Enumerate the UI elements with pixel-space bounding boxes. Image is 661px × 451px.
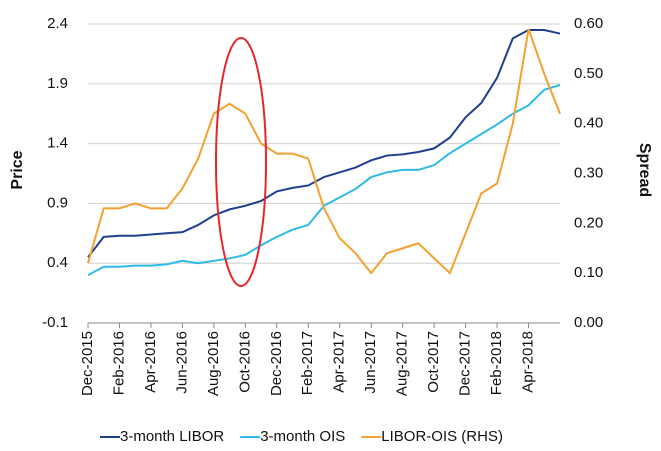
y2-tick-label: 0.20	[574, 214, 603, 231]
y-tick-label: 2.4	[47, 15, 68, 32]
y-tick-label: -0.1	[42, 314, 68, 331]
x-tick-label: Aug-2017	[394, 331, 411, 396]
x-tick-label: Feb-2016	[110, 331, 127, 395]
y-tick-label: 1.9	[47, 75, 68, 92]
legend-label: 3-month LIBOR	[120, 428, 224, 445]
x-tick-label: Jun-2017	[362, 331, 379, 394]
y2-axis-title: Spread	[636, 143, 653, 197]
y-tick-label: 0.9	[47, 194, 68, 211]
y2-tick-label: 0.60	[574, 15, 603, 32]
x-tick-label: Apr-2018	[520, 331, 537, 393]
y2-tick-label: 0.00	[574, 314, 603, 331]
y-tick-label: 0.4	[47, 254, 68, 271]
series-line	[87, 84, 561, 277]
x-tick-label: Dec-2015	[79, 331, 96, 396]
x-tick-label: Dec-2016	[268, 331, 285, 396]
y2-tick-label: 0.10	[574, 264, 603, 281]
plot: -0.1 0.4 0.9 1.4 1.9 2.4 0.00 0.10 0.20 0.30 0.40 0…	[42, 15, 603, 445]
highlight-ellipse	[215, 37, 267, 287]
y2-tick-label: 0.30	[574, 164, 603, 181]
legend-label: LIBOR-OIS (RHS)	[381, 428, 503, 445]
y2-tick-label: 0.40	[574, 115, 603, 132]
y2-tick-label: 0.50	[574, 65, 603, 82]
x-tick-label: Feb-2018	[488, 331, 505, 395]
y-tick-label: 1.4	[47, 135, 68, 152]
x-tick-label: Oct-2016	[236, 331, 253, 393]
x-tick-label: Oct-2017	[425, 331, 442, 393]
legend-label: 3-month OIS	[260, 428, 345, 445]
x-tick-label: Apr-2017	[331, 331, 348, 393]
x-tick-label: Dec-2017	[457, 331, 474, 396]
y-axis-title: Price	[9, 150, 26, 189]
series-line	[87, 28, 561, 258]
series-line	[87, 28, 561, 275]
x-tick-label: Apr-2016	[142, 331, 159, 393]
x-tick-label: Feb-2017	[299, 331, 316, 395]
x-tick-label: Aug-2016	[205, 331, 222, 396]
x-tick-label: Jun-2016	[173, 331, 190, 394]
